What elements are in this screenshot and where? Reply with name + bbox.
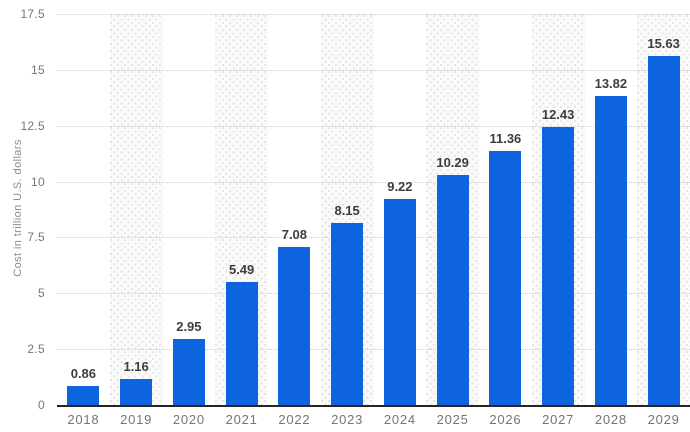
chart-column: 8.15 bbox=[321, 14, 374, 405]
x-tick-label: 2018 bbox=[67, 412, 100, 427]
chart-column: 7.08 bbox=[268, 14, 321, 405]
chart-column: 9.22 bbox=[374, 14, 427, 405]
bar-2024[interactable] bbox=[383, 199, 416, 405]
plot-area: 0.86 1.16 2.95 5.49 7.08 8.15 9.22 10.29 11.36 12… bbox=[57, 14, 690, 405]
gridline bbox=[57, 14, 690, 15]
column-band bbox=[215, 14, 268, 405]
x-tick-label: 2025 bbox=[436, 412, 469, 427]
bar-value-label: 2.95 bbox=[176, 319, 202, 335]
gridline bbox=[57, 69, 690, 71]
chart-column: 13.82 bbox=[585, 14, 638, 405]
bar-value-label: 15.63 bbox=[647, 35, 680, 51]
x-tick-label: 2020 bbox=[172, 412, 205, 427]
gridline bbox=[57, 237, 690, 239]
y-axis: 0 2.5 5 7.5 10 12.5 15 17.5 bbox=[0, 7, 45, 412]
bar-value-label: 8.15 bbox=[334, 202, 360, 218]
bar-2029[interactable] bbox=[647, 55, 680, 405]
gridline bbox=[57, 181, 690, 183]
bar-2020[interactable] bbox=[172, 339, 205, 405]
bar-value-label: 13.82 bbox=[594, 76, 628, 92]
x-tick-label: 2027 bbox=[542, 412, 575, 427]
bar-value-label: 0.86 bbox=[70, 365, 97, 381]
chart-column: 15.63 bbox=[637, 14, 690, 405]
bar-2025[interactable] bbox=[436, 175, 469, 405]
gridline bbox=[57, 349, 690, 351]
bar-2026[interactable] bbox=[489, 151, 522, 405]
bar-2018[interactable] bbox=[67, 385, 100, 405]
x-axis-line bbox=[57, 405, 690, 407]
bar-2028[interactable] bbox=[594, 96, 627, 405]
bar-value-label: 10.29 bbox=[436, 155, 469, 171]
x-tick-label: 2024 bbox=[383, 412, 416, 427]
x-tick-label: 2021 bbox=[225, 412, 258, 427]
x-tick-label: 2028 bbox=[594, 412, 627, 427]
chart-column: 2.95 bbox=[163, 14, 216, 405]
bar-value-label: 5.49 bbox=[228, 262, 255, 278]
x-axis: 2018 2019 2020 2021 2022 2023 2024 2025 2026 2027… bbox=[57, 412, 690, 430]
bar-2019[interactable] bbox=[120, 379, 153, 405]
chart-column: 1.16 bbox=[110, 14, 163, 405]
y-tick-label: 2.5 bbox=[27, 342, 45, 357]
bar-2022[interactable] bbox=[278, 246, 311, 405]
chart-column: 12.43 bbox=[532, 14, 585, 405]
bar-value-label: 1.16 bbox=[123, 359, 149, 375]
y-tick-label: 12.5 bbox=[20, 118, 45, 133]
x-tick-label: 2029 bbox=[647, 412, 680, 427]
bar-value-label: 12.43 bbox=[541, 107, 575, 123]
bar-2027[interactable] bbox=[542, 127, 575, 405]
gridline bbox=[57, 293, 690, 295]
chart-column: 11.36 bbox=[479, 14, 532, 405]
bar-2021[interactable] bbox=[225, 282, 258, 405]
x-tick-label: 2026 bbox=[489, 412, 522, 427]
bar-value-label: 11.36 bbox=[489, 131, 522, 147]
y-tick-label: 10 bbox=[31, 174, 45, 189]
x-tick-label: 2023 bbox=[331, 412, 364, 427]
bar-value-label: 9.22 bbox=[387, 179, 413, 194]
x-tick-label: 2019 bbox=[120, 412, 153, 427]
y-tick-label: 5 bbox=[38, 286, 45, 301]
chart-column: 0.86 bbox=[57, 14, 110, 405]
chart-column: 10.29 bbox=[426, 14, 479, 405]
y-tick-label: 17.5 bbox=[20, 7, 45, 21]
bar-value-label: 7.08 bbox=[281, 226, 308, 242]
y-tick-label: 0 bbox=[38, 398, 45, 412]
y-tick-label: 7.5 bbox=[27, 230, 45, 245]
x-tick-label: 2022 bbox=[278, 412, 311, 427]
chart-column: 5.49 bbox=[215, 14, 268, 405]
y-tick-label: 15 bbox=[31, 62, 45, 77]
column-band bbox=[109, 14, 163, 405]
gridline bbox=[57, 125, 690, 127]
bar-2023[interactable] bbox=[331, 222, 364, 405]
